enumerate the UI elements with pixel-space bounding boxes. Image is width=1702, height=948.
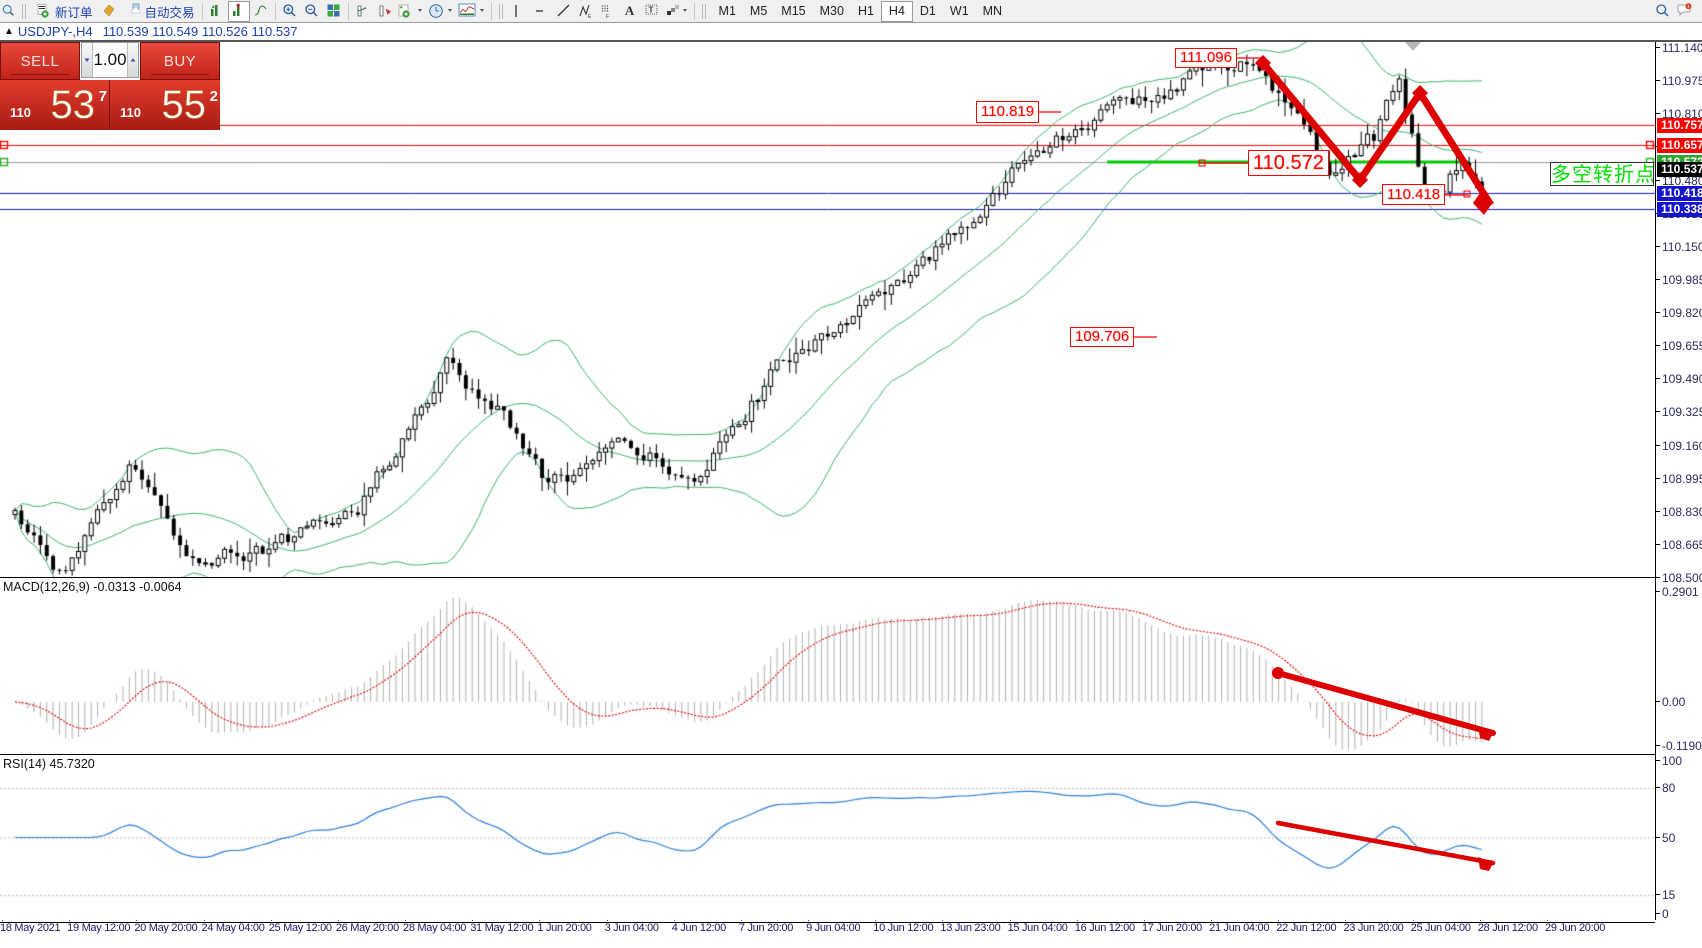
svg-text:E: E (588, 14, 592, 19)
svg-text:T: T (648, 6, 653, 15)
svg-text:F: F (606, 14, 609, 19)
